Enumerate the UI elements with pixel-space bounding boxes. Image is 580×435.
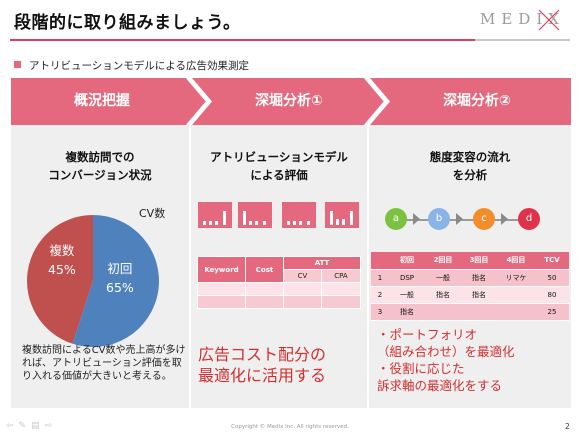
tcv-cell: 一般 — [425, 269, 461, 287]
flow-node-c: c — [473, 208, 495, 230]
cv-pie-chart — [26, 215, 159, 347]
mini-chart-icon-1 — [198, 202, 232, 228]
pen-icon[interactable]: ✎ — [18, 421, 32, 431]
tcv-header-cell: 3回目 — [461, 252, 497, 270]
tcv-header-cell: 4回目 — [497, 252, 535, 270]
pie-label-first-percent: 65% — [106, 280, 134, 295]
panel3-title-line1: 態度変容の流れ — [429, 150, 511, 164]
pie-cv-label: CV数 — [139, 207, 166, 220]
tcv-cell: 2 — [371, 286, 389, 304]
pie-label-first: 初回 65% — [106, 259, 134, 297]
pie-slice-first — [72, 215, 159, 347]
bullet-square-icon — [14, 61, 21, 68]
panel1-title-line1: 複数訪問での — [65, 150, 135, 164]
slide-nav-toolbar[interactable]: ⇦✎▤⇨ — [6, 421, 57, 431]
pie-label-repeat-name: 複数 — [49, 243, 75, 258]
panel2-title-line2: による評価 — [250, 168, 308, 182]
mini-chart-icon-3 — [282, 202, 316, 228]
panel1-note: 複数訪問によるCV数や売上高が多ければ、アトリビューション評価を取り入れる価値が… — [22, 345, 186, 382]
panel3-note-line2: （組み合わせ）を最適化 — [377, 344, 515, 359]
flow-node-b: b — [428, 208, 450, 230]
tcv-cell — [461, 303, 497, 321]
title-underline-gray — [475, 39, 570, 41]
slide-title: 段階的に取り組みましょう。 — [14, 13, 241, 33]
panel3-title-line2: を分析 — [452, 168, 488, 182]
step-chevron-3 — [370, 78, 571, 125]
tcv-cell: 1 — [371, 269, 389, 287]
panel2-note: 広告コスト配分の 最適化に活用する — [198, 344, 326, 386]
tcv-cell: 一般 — [389, 286, 425, 304]
panel2-title-line1: アトリビューションモデル — [210, 150, 348, 164]
flow-arrow-icon — [501, 213, 508, 225]
att-header-cpa: CPA — [321, 269, 361, 283]
tcv-path-table: 初回 2回目 3回目 4回目 TCV 1 DSP 一般 指名 リマケ 50 2 … — [371, 252, 569, 321]
tcv-cell: 3 — [371, 303, 389, 321]
panel1-title-line2: コンバージョン状況 — [48, 168, 152, 182]
panel3-note-line1: ・ポートフォリオ — [377, 327, 478, 342]
tcv-header-cell — [371, 252, 389, 270]
step-label-2: 深堀分析① — [255, 93, 323, 109]
tcv-header-cell: 2回目 — [425, 252, 461, 270]
pie-label-repeat: 複数 45% — [48, 241, 76, 279]
tcv-cell — [425, 303, 461, 321]
table-row — [197, 295, 361, 309]
mini-chart-icon-4 — [325, 202, 359, 228]
page-number: 2 — [565, 422, 570, 431]
tcv-cell: リマケ — [497, 269, 535, 287]
flow-node-d: d — [518, 208, 540, 230]
panel2-note-line2: 最適化に活用する — [198, 366, 327, 385]
step-label-3: 深堀分析② — [443, 93, 511, 109]
table-row: 3 指名 25 — [371, 303, 569, 321]
tcv-cell: 指名 — [461, 286, 497, 304]
copyright-text: Copyright © Medix Inc. All rights reserv… — [231, 424, 349, 430]
tcv-cell: 指名 — [389, 303, 425, 321]
tcv-cell: DSP — [389, 269, 425, 287]
section-subheading: アトリビューションモデルによる広告効果測定 — [14, 58, 249, 73]
flow-arrow-icon — [413, 213, 420, 225]
prev-slide-icon[interactable]: ⇦ — [6, 421, 19, 431]
tcv-cell — [497, 286, 535, 304]
pie-label-first-name: 初回 — [107, 261, 133, 276]
tcv-header-cell: TCV — [535, 252, 569, 270]
logo-x-mark-icon — [538, 9, 560, 31]
attribution-table: Keyword Cost ATT CV CPA — [197, 256, 361, 309]
att-header-att: ATT — [283, 256, 361, 270]
panel3-note: ・ポートフォリオ （組み合わせ）を最適化 ・役割に応じた 訴求軸の最適化をする — [377, 326, 515, 394]
table-row: 1 DSP 一般 指名 リマケ 50 — [371, 269, 569, 287]
tcv-cell: 指名 — [425, 286, 461, 304]
tcv-cell: 50 — [535, 269, 569, 287]
flow-arrow-icon — [456, 213, 463, 225]
subheading-text: アトリビューションモデルによる広告効果測定 — [29, 60, 249, 72]
step-chevron-2 — [192, 78, 385, 125]
att-header-keyword: Keyword — [197, 256, 246, 283]
panel2-note-line1: 広告コスト配分の — [198, 345, 327, 364]
table-row: 2 一般 指名 指名 80 — [371, 286, 569, 304]
tcv-header-row: 初回 2回目 3回目 4回目 TCV — [371, 252, 569, 270]
att-header-cost: Cost — [245, 256, 284, 283]
panel3-note-line3: ・役割に応じた — [377, 361, 465, 376]
pie-label-repeat-percent: 45% — [48, 262, 76, 277]
title-underline — [10, 39, 475, 41]
mini-chart-icon-2 — [238, 202, 272, 228]
att-header-cv: CV — [283, 269, 322, 283]
tcv-header-cell: 初回 — [389, 252, 425, 270]
step-chevron-bar: 概況把握 深堀分析① 深堀分析② — [11, 78, 571, 125]
tcv-cell: 指名 — [461, 269, 497, 287]
tcv-cell: 25 — [535, 303, 569, 321]
next-slide-icon[interactable]: ⇨ — [44, 421, 58, 431]
medix-logo: MEDIX — [480, 10, 565, 28]
step-label-1: 概況把握 — [74, 93, 130, 109]
table-row — [197, 282, 361, 296]
panel3-note-line4: 訴求軸の最適化をする — [377, 378, 503, 393]
flow-node-a: a — [385, 208, 407, 230]
tcv-cell — [497, 303, 535, 321]
step-chevron-1 — [11, 78, 207, 125]
pie-slice-repeat — [26, 215, 93, 344]
menu-icon[interactable]: ▤ — [31, 421, 45, 431]
tcv-cell: 80 — [535, 286, 569, 304]
